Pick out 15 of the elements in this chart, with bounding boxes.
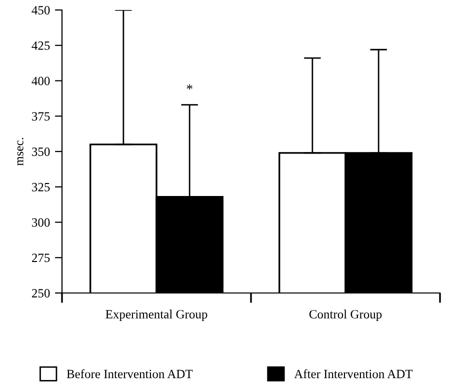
y-tick-label: 400	[32, 76, 50, 86]
y-tick-label: 375	[32, 112, 50, 121]
y-tick-label: 275	[32, 254, 50, 262]
y-tick-label: 350	[32, 148, 50, 156]
x-tick-label: Experimental Group	[106, 310, 208, 322]
y-tick-label: 325	[32, 182, 50, 192]
y-tick-label: 450	[32, 6, 50, 14]
legend-label: Before Intervention ADT	[66, 369, 193, 378]
annotation: *	[186, 84, 192, 90]
y-axis-title: msec.	[17, 138, 24, 166]
x-tick-label: Control Group	[309, 310, 382, 322]
legend-label: After Intervention ADT	[294, 369, 413, 378]
y-tick-label: 250	[32, 289, 50, 298]
y-tick-label: 300	[32, 218, 50, 227]
y-tick-label: 425	[32, 41, 50, 50]
